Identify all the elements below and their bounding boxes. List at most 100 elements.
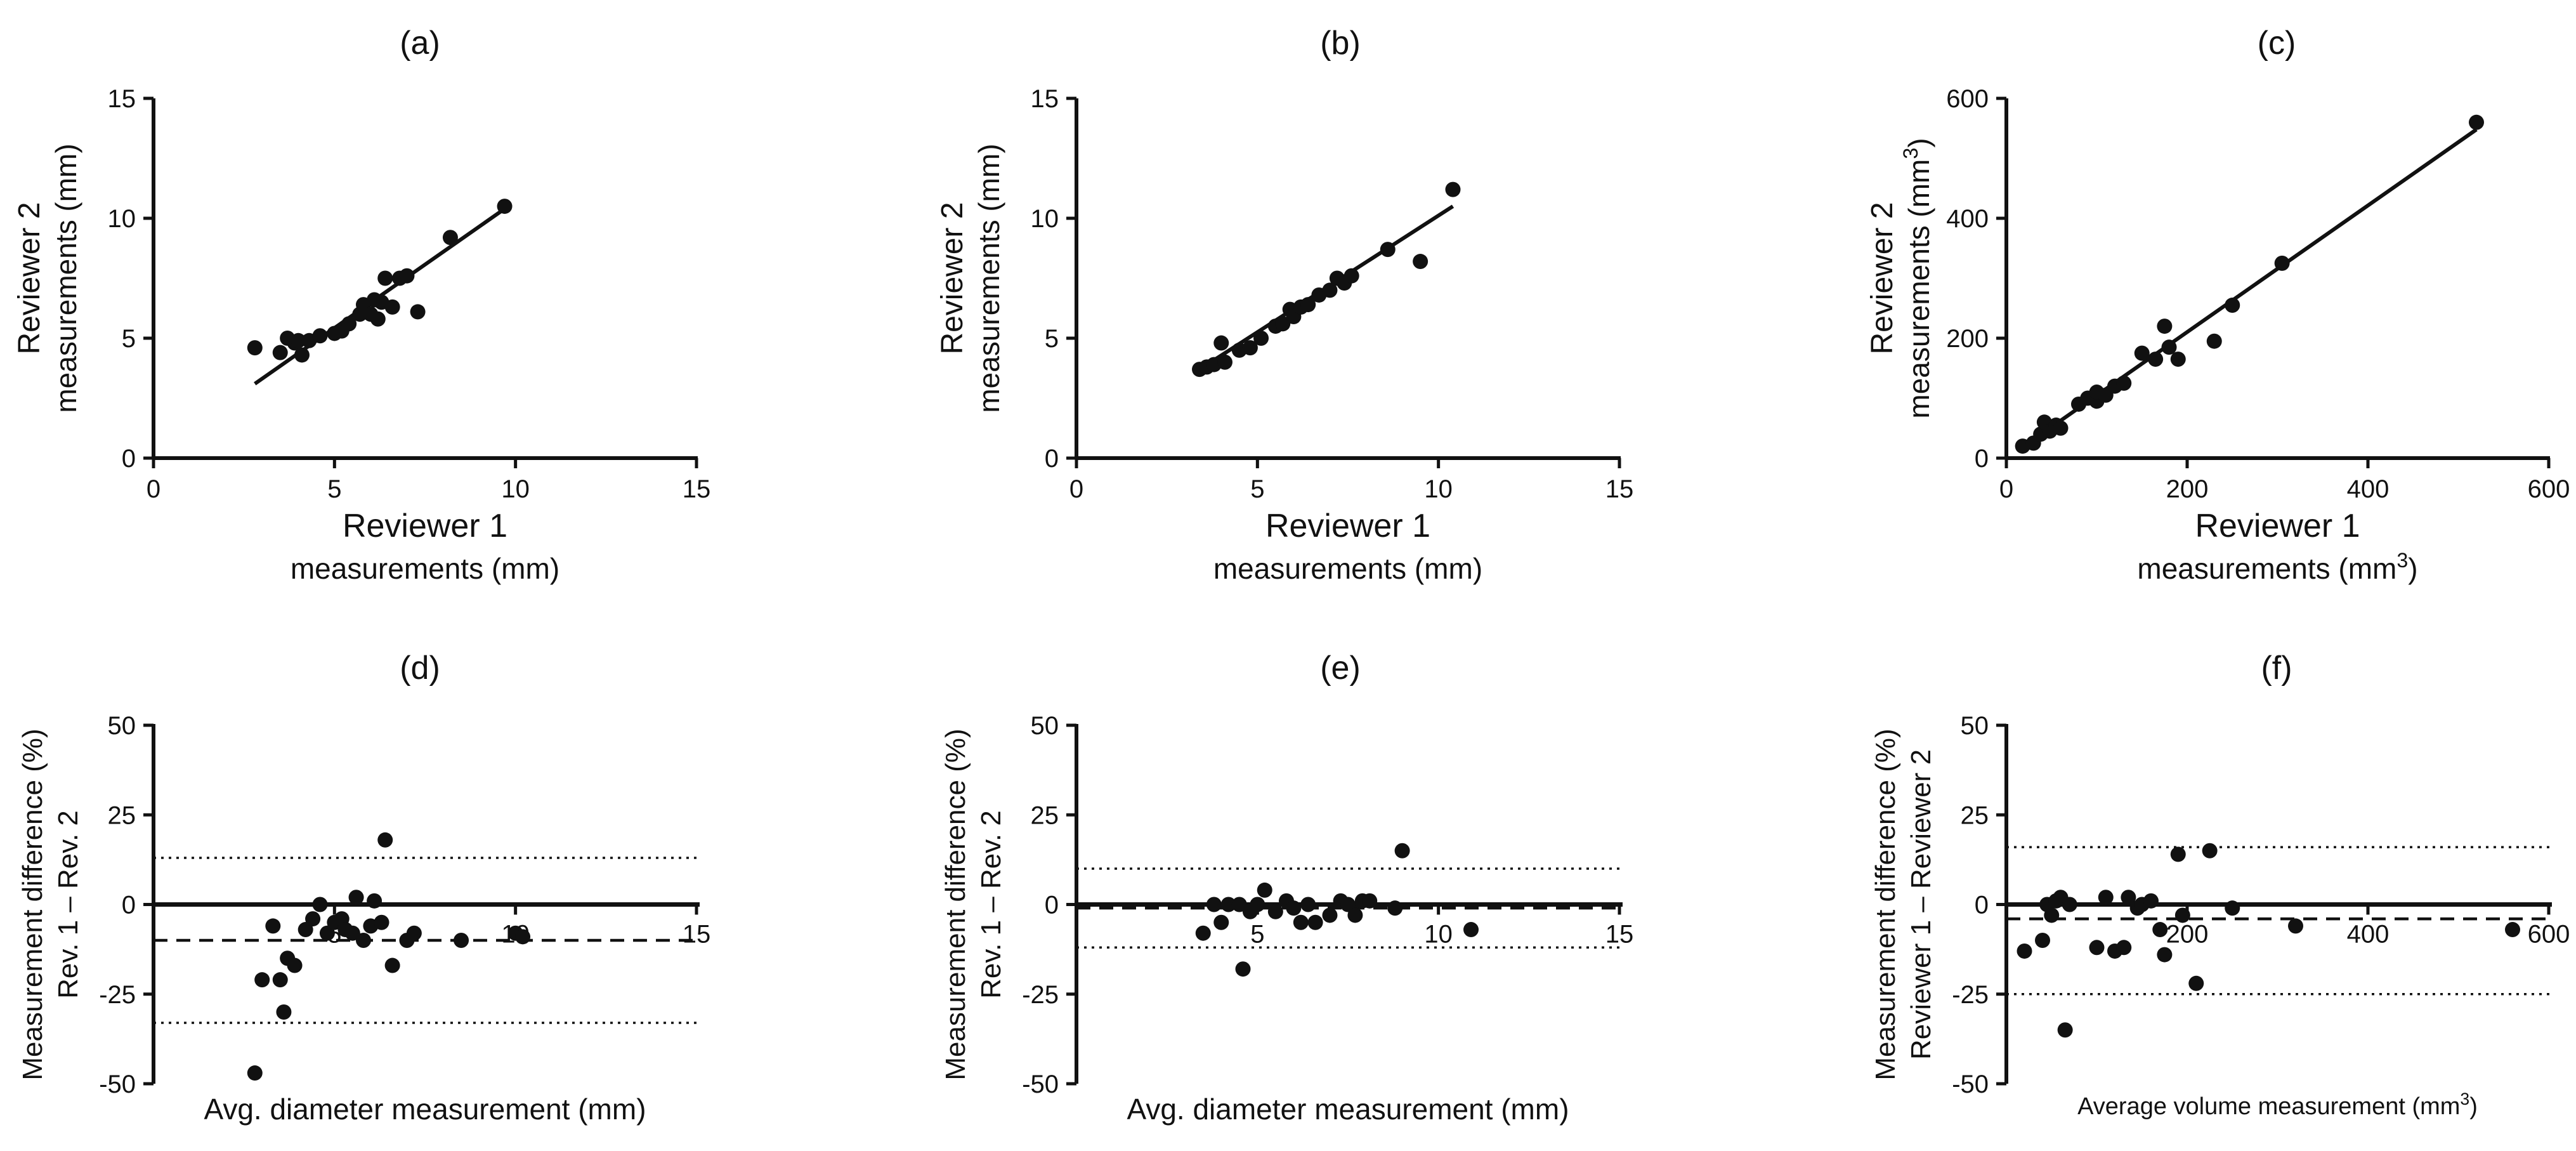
label-part: ) [1902,138,1935,147]
data-point [454,933,469,948]
label-superscript: 3 [2460,1089,2469,1108]
data-point [2053,420,2069,436]
data-point [1231,897,1247,912]
data-point [312,328,328,344]
y-axis-label: Measurement difference (%) [17,728,48,1080]
x-tick-label: 0 [1999,475,2013,503]
y-tick-label: 50 [108,712,136,740]
y-tick-label: 15 [108,85,136,113]
label-part: measurements (mm [1902,159,1935,419]
panel-title: (d) [400,650,440,687]
data-point [341,316,357,332]
data-point [2121,890,2136,905]
y-axis-label: Reviewer 2 [13,202,46,354]
data-point [1394,843,1410,858]
x-tick-label: 600 [2528,475,2570,503]
y-axis-label-2: Rev. 1 – Rev. 2 [976,810,1007,999]
label-part: Average volume measurement (mm [2077,1093,2460,1120]
panel-e: (e) -50 -25 0 25 50 5 10 15 Avg. diameter measure… [940,650,1633,1126]
data-point [1253,331,1269,346]
y-axis-label: Measurement difference (%) [1870,728,1901,1080]
y-tick-label: 0 [1045,445,1059,473]
panel-title: (f) [2261,650,2292,687]
data-point [2044,907,2060,923]
data-point [1463,922,1479,938]
y-tick-label: -50 [1952,1070,1989,1098]
data-point [2098,890,2114,905]
data-point [515,929,531,945]
data-point [1445,181,1461,197]
data-point [1220,897,1236,912]
data-point [1300,897,1316,912]
panel-title: (c) [2258,25,2296,62]
x-axis-label-units: measurements (mm) [291,552,559,585]
x-tick-label: 15 [1605,475,1634,503]
data-point [2157,947,2173,963]
data-point [2116,940,2132,956]
y-tick-label: 5 [1045,325,1059,353]
data-point [1413,254,1429,270]
y-tick-label: 10 [108,205,136,233]
y-tick-label: 400 [1946,205,1989,233]
data-point [2116,375,2132,391]
y-axis-label: Measurement difference (%) [940,728,971,1080]
y-tick-label: 25 [1031,801,1059,829]
data-point [2170,846,2186,862]
data-point [1347,907,1363,923]
x-tick-label: 200 [2166,475,2209,503]
data-point [1362,893,1378,909]
data-point [2157,319,2173,334]
data-point [367,893,382,909]
x-tick-label: 400 [2347,475,2390,503]
label-part: measurements (mm [2137,552,2396,585]
data-point [2035,933,2050,948]
x-axis-label: Reviewer 1 [1265,508,1430,544]
data-point [2225,900,2240,916]
data-point [1235,961,1251,977]
data-point [1242,340,1258,356]
data-point [1267,904,1283,919]
data-point [497,199,513,214]
x-axis-label: Avg. diameter measurement (mm) [204,1093,646,1126]
x-tick-label: 5 [327,475,341,503]
data-point [2089,940,2105,956]
data-point [2188,975,2204,991]
y-tick-label: 0 [1975,891,1989,919]
data-point [2202,843,2218,858]
data-point [287,957,303,973]
data-point [384,299,400,315]
y-axis-label-units: measurements (mm) [972,143,1005,412]
y-tick-label: -50 [1022,1070,1059,1098]
y-tick-label: 25 [1961,801,1989,829]
y-tick-label: -50 [99,1070,136,1098]
y-tick-label: 0 [122,445,136,473]
label-superscript: 3 [2396,549,2408,572]
data-point [272,345,288,360]
data-point [1322,907,1338,923]
x-tick-label: 10 [1424,921,1453,949]
y-tick-label: 15 [1031,85,1059,113]
data-point [410,304,426,320]
x-axis-label-units: measurements (mm) [1213,552,1482,585]
data-point [2469,114,2484,130]
y-tick-label: 600 [1946,85,1989,113]
data-point [1213,914,1229,930]
data-point [1300,297,1316,313]
y-axis-label-units: measurements (mm) [49,143,82,412]
data-point [1195,925,1211,941]
panel-c: (c) 0 200 400 600 0 200 400 600 Reviewer 1 measure… [1866,25,2570,585]
data-point [1206,897,1222,912]
data-point [291,332,306,348]
data-point [247,340,263,356]
data-point [1307,914,1323,930]
data-point [406,925,422,941]
data-point [1275,316,1291,332]
data-point [272,972,288,988]
data-point [2206,333,2222,349]
data-point [1286,900,1302,916]
x-tick-label: 200 [2166,921,2209,949]
data-point [265,918,281,934]
x-tick-label: 15 [683,475,711,503]
y-tick-label: 10 [1031,205,1059,233]
